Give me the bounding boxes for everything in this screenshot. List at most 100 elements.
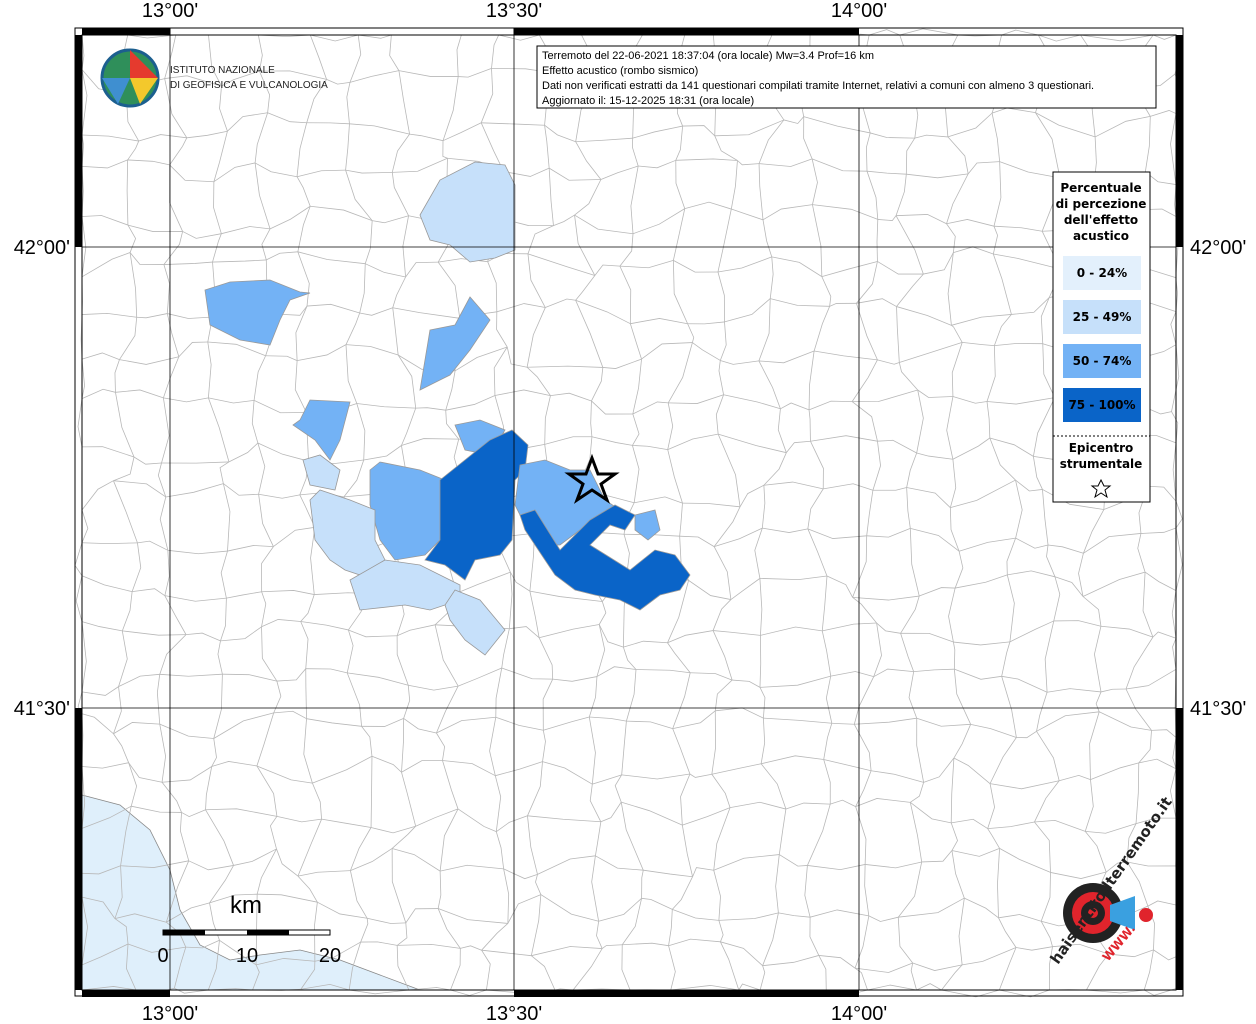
boundary — [809, 917, 820, 956]
boundary — [759, 578, 763, 636]
boundary — [675, 158, 738, 161]
region — [634, 509, 661, 541]
legend-swatch — [1063, 256, 1141, 290]
boundary — [916, 452, 953, 460]
info-line: Aggiornato il: 15-12-2025 18:31 (ora loc… — [542, 95, 754, 107]
boundary — [826, 575, 853, 598]
boundary — [179, 812, 190, 861]
boundary — [442, 76, 459, 141]
boundary — [1036, 711, 1100, 732]
boundary — [595, 855, 644, 871]
bottom-label: 13°30' — [486, 1003, 542, 1024]
scale-bar: km 0 10 20 — [157, 892, 341, 967]
boundary — [113, 480, 167, 498]
boundary — [812, 204, 823, 277]
boundary — [227, 545, 274, 552]
boundary — [619, 233, 634, 267]
regions — [204, 161, 691, 656]
boundary — [688, 580, 731, 600]
boundary — [818, 955, 856, 969]
boundary — [873, 668, 914, 678]
info-line: Dati non verificati estratti da 141 ques… — [542, 80, 1094, 92]
boundary — [127, 140, 140, 161]
bottom-label: 13°00' — [142, 1003, 198, 1024]
info-line: Effetto acustico (rombo sismico) — [542, 65, 698, 77]
boundary — [672, 908, 719, 921]
boundary — [895, 215, 924, 275]
boundary — [348, 941, 362, 991]
boundary — [209, 893, 258, 904]
boundary — [851, 359, 878, 402]
boundary — [256, 848, 277, 895]
boundary — [537, 855, 596, 875]
boundary — [823, 759, 872, 772]
boundary — [682, 807, 731, 826]
boundary — [129, 252, 164, 265]
boundary — [718, 360, 724, 395]
boundary — [667, 402, 674, 450]
region — [419, 296, 491, 391]
boundary — [813, 306, 831, 352]
boundary — [900, 633, 915, 672]
legend-swatch — [1063, 300, 1141, 334]
boundary — [760, 763, 787, 810]
boundary — [986, 397, 1055, 405]
boundary — [594, 264, 620, 276]
boundary — [898, 362, 919, 391]
boundary — [409, 133, 444, 142]
boundary — [495, 716, 544, 731]
boundary — [503, 167, 550, 177]
boundary — [496, 815, 528, 832]
boundary — [1171, 590, 1177, 639]
boundary — [596, 624, 606, 677]
right-label: 42°00' — [1190, 237, 1246, 259]
boundary — [825, 676, 833, 724]
boundary — [770, 298, 830, 307]
boundary — [714, 527, 763, 547]
boundary — [345, 344, 399, 356]
boundary — [481, 923, 509, 951]
boundary — [1089, 711, 1100, 780]
boundary — [256, 765, 313, 784]
boundary — [164, 34, 177, 79]
boundary — [823, 483, 874, 491]
boundary — [361, 726, 373, 757]
boundary — [602, 358, 642, 369]
boundary — [759, 635, 762, 688]
boundary — [724, 298, 771, 323]
boundary — [687, 321, 725, 325]
boundary — [157, 462, 167, 498]
boundary — [495, 667, 503, 718]
boundary — [667, 630, 714, 644]
boundary — [544, 124, 576, 143]
boundary — [113, 686, 122, 734]
boundary — [1099, 711, 1152, 731]
boundary — [480, 68, 494, 123]
boundary — [299, 494, 316, 528]
boundary — [947, 252, 954, 326]
boundary — [620, 802, 644, 871]
boundary — [258, 494, 274, 547]
boundary — [358, 34, 392, 39]
boundary — [641, 870, 644, 899]
top-label: 13°00' — [142, 0, 198, 22]
boundary — [631, 138, 639, 167]
boundary — [1171, 411, 1179, 443]
boundary — [136, 313, 168, 319]
boundary — [437, 871, 442, 909]
boundary — [310, 34, 359, 42]
info-line: Terremoto del 22-06-2021 18:37:04 (ora l… — [542, 50, 874, 62]
boundary — [713, 506, 741, 547]
boundary — [951, 342, 963, 397]
boundary — [254, 112, 269, 163]
boundary — [163, 261, 213, 265]
boundary — [953, 757, 991, 784]
boundary — [712, 630, 733, 681]
boundary — [1086, 953, 1109, 991]
boundary — [910, 527, 960, 552]
frame-segment — [1176, 708, 1183, 990]
boundary — [169, 164, 214, 183]
boundary — [906, 173, 969, 179]
boundary — [1143, 949, 1154, 991]
boundary — [575, 275, 596, 301]
